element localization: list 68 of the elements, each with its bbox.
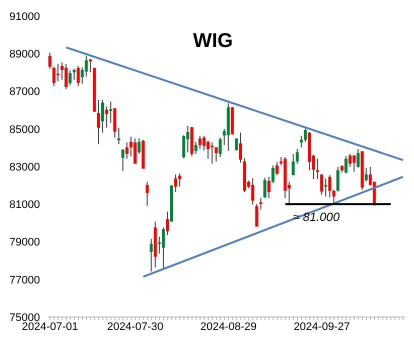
candlestick [259, 198, 262, 210]
candlestick [296, 148, 299, 164]
x-tick-label: 2024-07-01 [22, 320, 78, 333]
candlestick [182, 134, 186, 159]
candlestick [76, 66, 80, 87]
candlestick [134, 138, 137, 164]
candlestick [202, 135, 206, 152]
candlestick [348, 153, 352, 168]
candlestick [125, 142, 128, 160]
x-tick-label: 2024-09-27 [294, 320, 350, 333]
candlestick [206, 140, 210, 160]
candlestick [364, 167, 368, 182]
candlestick [214, 146, 218, 162]
candlestick [146, 181, 149, 206]
candlestick [300, 135, 303, 148]
candlestick [178, 172, 182, 188]
candlestick [218, 137, 222, 158]
candlestick [64, 63, 68, 90]
candlestick [150, 238, 153, 272]
y-tick-label: 83000 [9, 161, 40, 174]
candlestick [234, 138, 238, 152]
candlestick [251, 178, 254, 205]
y-tick-label: 79000 [9, 236, 40, 249]
candlestick [48, 52, 52, 70]
candlestick [238, 132, 242, 164]
candlestick [263, 177, 266, 199]
candlestick [304, 128, 307, 142]
candlestick [121, 148, 124, 172]
candlestick [138, 138, 141, 154]
candlestick [352, 154, 356, 172]
candlestick [113, 108, 116, 138]
candlestick [316, 158, 320, 180]
y-tick-label: 87000 [9, 86, 40, 98]
y-tick-label: 91000 [9, 10, 40, 23]
candlestick [320, 174, 324, 196]
candlestick [336, 166, 340, 192]
candlestick [271, 164, 274, 184]
candlestick [356, 148, 360, 168]
y-tick-label: 81000 [9, 199, 40, 212]
candlestick [88, 58, 92, 73]
y-tick-label: 89000 [9, 48, 40, 61]
candlestick [84, 55, 88, 77]
candlestick [166, 211, 169, 236]
candlestick [198, 135, 202, 150]
candlestick [255, 203, 258, 228]
y-tick-label: 77000 [9, 274, 40, 286]
candlestick [324, 178, 328, 197]
x-tick-label: 2024-08-29 [200, 320, 257, 333]
candlestick [174, 174, 178, 193]
candlestick [328, 174, 332, 198]
candlestick [109, 101, 112, 124]
candlestick [292, 153, 295, 176]
candlestick [68, 70, 72, 86]
candlestick [267, 176, 270, 199]
candlestick [117, 127, 120, 145]
candlestick [344, 156, 348, 174]
x-tick-label: 2024-07-30 [107, 320, 164, 333]
y-tick-label: 85000 [9, 124, 40, 136]
candlestick [97, 99, 100, 145]
candlestick [332, 189, 336, 204]
candlestick [52, 66, 56, 87]
candlestick [101, 99, 104, 134]
candlestick [194, 141, 198, 154]
candlestick [276, 162, 279, 176]
candlestick [105, 106, 108, 128]
text: WIG [192, 30, 234, 53]
annotation: ≈ 81.000 [293, 210, 340, 224]
candlestick [162, 226, 165, 269]
